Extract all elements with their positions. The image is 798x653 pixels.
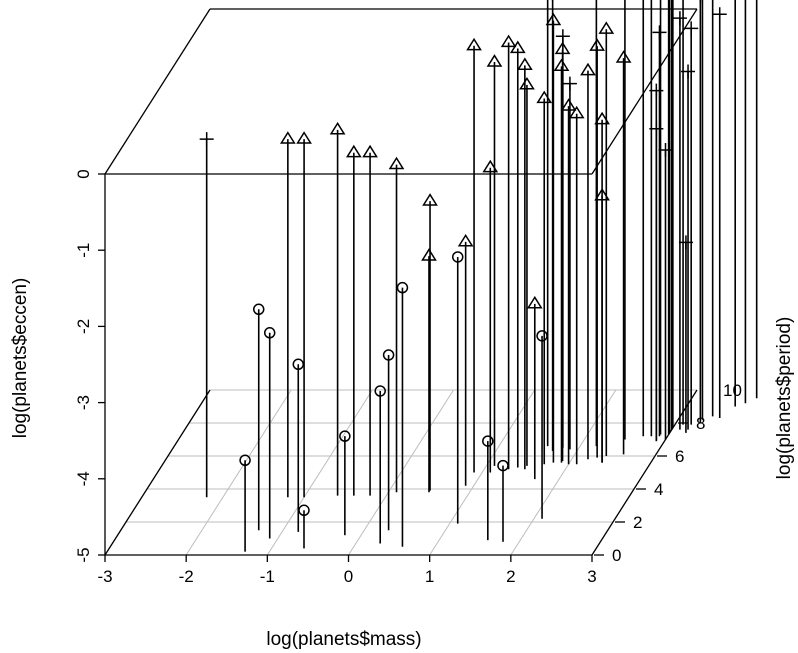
z-tick-label: -1 [74,243,93,258]
point-triangle [568,105,585,119]
point-circle [298,504,310,517]
point-circle [451,251,464,263]
point-plus [672,11,687,26]
x-tick-label: 2 [506,567,515,586]
x-axis-title: log(planets$mass) [266,629,421,650]
point-triangle [560,98,577,111]
point-circle [252,303,265,316]
point-triangle [466,37,482,51]
point-plus [649,83,664,98]
point-plus [555,29,570,44]
point-circle [239,454,251,467]
point-triangle [296,131,312,144]
y-tick-label: 0 [612,546,621,565]
grid-line-x [348,389,454,556]
point-triangle [345,144,362,158]
y-tick-label: 2 [633,513,642,532]
point-plus [649,121,664,136]
z-tick-label: -2 [74,319,93,334]
point-circle [263,327,276,339]
x-tick-label: -2 [179,567,194,586]
point-markers [199,0,727,517]
grid-line-x [266,389,373,556]
z-tick-label: -3 [74,395,93,410]
point-triangle [516,57,533,70]
point-triangle [545,12,562,26]
point-triangle [615,50,632,63]
point-circle [536,330,548,342]
point-triangle [526,295,543,309]
point-plus [652,25,667,40]
y-tick-label: 4 [654,480,663,499]
grid-line-x [510,389,617,556]
y-tick-label: 10 [723,381,742,400]
point-plus [199,132,214,147]
point-plus [678,235,693,250]
box-edge [104,8,211,175]
point-circle [396,281,409,294]
point-plus [712,7,727,22]
box-edge [104,389,211,556]
point-circle [382,349,395,361]
x-tick-label: 1 [425,567,434,586]
point-triangle [594,187,610,201]
point-stems [205,0,758,552]
y-tick-label: 6 [675,447,684,466]
point-triangle [482,159,499,173]
point-triangle [362,144,378,158]
grid-line-x [429,389,536,556]
box-edge [591,389,698,556]
point-triangle [554,41,571,55]
point-plus [681,64,696,79]
point-triangle [509,40,526,54]
point-triangle [486,54,503,67]
z-tick-label: 0 [74,169,93,178]
point-triangle [329,121,346,135]
point-triangle [388,156,405,170]
z-axis-title: log(planets$eccen) [10,278,31,439]
point-triangle [580,62,596,76]
y-axis-title: log(planets$period) [774,317,795,480]
point-triangle [553,58,570,72]
point-triangle [594,111,610,125]
point-plus [658,142,673,157]
point-triangle [589,38,605,51]
point-plus [684,21,699,36]
point-triangle [457,233,474,247]
point-triangle [519,76,535,90]
point-circle [374,385,386,397]
y-tick-label: 8 [696,414,705,433]
point-triangle [421,248,437,261]
point-circle [482,435,494,447]
point-circle [497,459,509,472]
point-plus [699,0,702,4]
point-triangle [536,90,553,104]
x-tick-label: -3 [97,567,112,586]
point-circle [339,430,351,442]
point-triangle [598,21,615,34]
z-tick-label: -4 [74,471,93,486]
x-tick-label: 0 [344,567,353,586]
point-triangle [422,193,438,206]
grid-line-x [185,389,292,556]
x-tick-label: -1 [260,567,275,586]
point-circle [292,358,305,371]
x-tick-label: 3 [587,567,596,586]
z-tick-label: -5 [74,547,93,562]
point-plus [562,76,577,91]
point-triangle [500,34,517,48]
point-triangle [279,131,296,144]
